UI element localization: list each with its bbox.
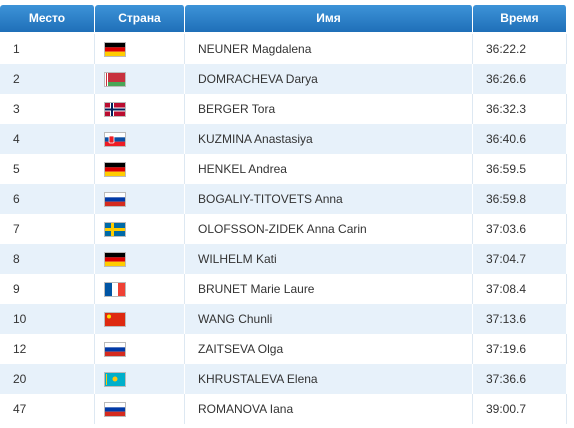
time-cell: 36:22.2 bbox=[473, 34, 567, 64]
table-row: 2 DOMRACHEVA Darya 36:26.6 bbox=[0, 64, 567, 94]
flag-cell bbox=[95, 364, 185, 394]
time-cell: 36:32.3 bbox=[473, 94, 567, 124]
header-cell: Время bbox=[473, 5, 567, 32]
table-row: 12 ZAITSEVA Olga 37:19.6 bbox=[0, 334, 567, 364]
flag-cell bbox=[95, 214, 185, 244]
name-cell: WILHELM Kati bbox=[185, 244, 473, 274]
name-cell: WANG Chunli bbox=[185, 304, 473, 334]
table-row: 8 WILHELM Kati 37:04.7 bbox=[0, 244, 567, 274]
header-cell: Страна bbox=[95, 5, 185, 32]
flag-icon bbox=[104, 372, 126, 388]
flag-icon bbox=[104, 162, 126, 178]
place-cell: 12 bbox=[0, 334, 95, 364]
time-cell: 39:00.7 bbox=[473, 394, 567, 424]
time-cell: 37:19.6 bbox=[473, 334, 567, 364]
name-cell: ZAITSEVA Olga bbox=[185, 334, 473, 364]
name-cell: NEUNER Magdalena bbox=[185, 34, 473, 64]
table-row: 3 BERGER Tora 36:32.3 bbox=[0, 94, 567, 124]
place-cell: 10 bbox=[0, 304, 95, 334]
table-row: 20 KHRUSTALEVA Elena 37:36.6 bbox=[0, 364, 567, 394]
name-cell: BRUNET Marie Laure bbox=[185, 274, 473, 304]
flag-cell bbox=[95, 124, 185, 154]
name-cell: OLOFSSON-ZIDEK Anna Carin bbox=[185, 214, 473, 244]
results-table: Место Страна Имя Время 1 NEUNER Magdalena… bbox=[0, 5, 567, 424]
flag-icon bbox=[104, 222, 126, 238]
time-cell: 37:08.4 bbox=[473, 274, 567, 304]
place-cell: 7 bbox=[0, 214, 95, 244]
place-cell: 3 bbox=[0, 94, 95, 124]
table-row: 9 BRUNET Marie Laure 37:08.4 bbox=[0, 274, 567, 304]
header-row: Место Страна Имя Время bbox=[0, 5, 567, 32]
time-cell: 37:13.6 bbox=[473, 304, 567, 334]
table-row: 47 ROMANOVA Iana 39:00.7 bbox=[0, 394, 567, 424]
header-cell: Место bbox=[0, 5, 95, 32]
table-body: 1 NEUNER Magdalena 36:22.2 2 DOMRACHEVA Dary… bbox=[0, 34, 567, 424]
table-row: 1 NEUNER Magdalena 36:22.2 bbox=[0, 34, 567, 64]
place-cell: 2 bbox=[0, 64, 95, 94]
flag-icon bbox=[104, 192, 126, 208]
place-cell: 6 bbox=[0, 184, 95, 214]
flag-icon bbox=[104, 312, 126, 328]
name-cell: BOGALIY-TITOVETS Anna bbox=[185, 184, 473, 214]
table-row: 10 WANG Chunli 37:13.6 bbox=[0, 304, 567, 334]
flag-icon bbox=[104, 42, 126, 58]
time-cell: 37:04.7 bbox=[473, 244, 567, 274]
flag-cell bbox=[95, 394, 185, 424]
flag-icon bbox=[104, 342, 126, 358]
place-cell: 8 bbox=[0, 244, 95, 274]
header-cell: Имя bbox=[185, 5, 473, 32]
place-cell: 5 bbox=[0, 154, 95, 184]
flag-icon bbox=[104, 252, 126, 268]
name-cell: KUZMINA Anastasiya bbox=[185, 124, 473, 154]
time-cell: 36:59.5 bbox=[473, 154, 567, 184]
flag-cell bbox=[95, 334, 185, 364]
time-cell: 36:26.6 bbox=[473, 64, 567, 94]
flag-icon bbox=[104, 72, 126, 88]
flag-cell bbox=[95, 34, 185, 64]
time-cell: 37:36.6 bbox=[473, 364, 567, 394]
name-cell: ROMANOVA Iana bbox=[185, 394, 473, 424]
flag-icon bbox=[104, 132, 126, 148]
place-cell: 1 bbox=[0, 34, 95, 64]
flag-icon bbox=[104, 282, 126, 298]
table-row: 6 BOGALIY-TITOVETS Anna 36:59.8 bbox=[0, 184, 567, 214]
time-cell: 36:40.6 bbox=[473, 124, 567, 154]
place-cell: 47 bbox=[0, 394, 95, 424]
flag-cell bbox=[95, 184, 185, 214]
name-cell: DOMRACHEVA Darya bbox=[185, 64, 473, 94]
place-cell: 9 bbox=[0, 274, 95, 304]
name-cell: KHRUSTALEVA Elena bbox=[185, 364, 473, 394]
time-cell: 37:03.6 bbox=[473, 214, 567, 244]
place-cell: 20 bbox=[0, 364, 95, 394]
name-cell: BERGER Tora bbox=[185, 94, 473, 124]
table-row: 4 KUZMINA Anastasiya 36:40.6 bbox=[0, 124, 567, 154]
place-cell: 4 bbox=[0, 124, 95, 154]
flag-cell bbox=[95, 274, 185, 304]
flag-cell bbox=[95, 244, 185, 274]
flag-icon bbox=[104, 102, 126, 118]
flag-cell bbox=[95, 64, 185, 94]
table-row: 7 OLOFSSON-ZIDEK Anna Carin 37:03.6 bbox=[0, 214, 567, 244]
name-cell: HENKEL Andrea bbox=[185, 154, 473, 184]
flag-icon bbox=[104, 402, 126, 418]
flag-cell bbox=[95, 304, 185, 334]
table-row: 5 HENKEL Andrea 36:59.5 bbox=[0, 154, 567, 184]
flag-cell bbox=[95, 94, 185, 124]
flag-cell bbox=[95, 154, 185, 184]
time-cell: 36:59.8 bbox=[473, 184, 567, 214]
